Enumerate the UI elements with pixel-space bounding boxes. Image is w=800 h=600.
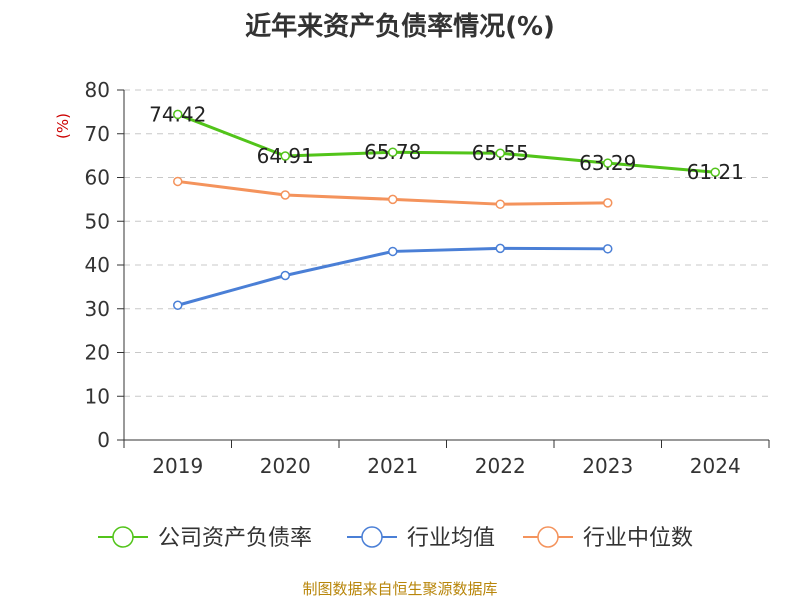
legend-item: 公司资产负债率: [98, 526, 312, 551]
data-point: [710, 167, 720, 177]
x-tick-label: 2023: [582, 454, 633, 478]
legend-item: 行业均值: [347, 526, 495, 551]
x-tick-label: 2021: [367, 454, 418, 478]
y-tick-label: 0: [97, 428, 110, 452]
data-point: [280, 270, 290, 281]
legend-label: 行业均值: [407, 526, 495, 551]
data-point: [603, 158, 613, 168]
legend: 公司资产负债率 行业均值 行业中位数: [98, 526, 693, 551]
legend-marker: [537, 526, 559, 548]
data-label: 65.78: [364, 140, 421, 164]
data-label: 63.29: [579, 151, 636, 175]
chart-title: 近年来资产负债率情况(%): [245, 12, 555, 42]
data-point: [173, 176, 183, 187]
x-tick-label: 2020: [260, 454, 311, 478]
legend-item: 行业中位数: [523, 526, 693, 551]
data-point: [388, 194, 398, 205]
x-tick-label: 2024: [690, 454, 741, 478]
y-tick-label: 50: [85, 209, 110, 233]
data-point: [495, 148, 505, 158]
series-line: [177, 113, 716, 174]
y-tick-label: 60: [85, 166, 110, 190]
data-point: [280, 190, 290, 200]
data-label: 74.42: [149, 102, 206, 126]
data-point: [495, 199, 505, 209]
series-lines: [173, 109, 720, 310]
x-tick-label: 2022: [475, 454, 526, 478]
data-label: 64.91: [257, 144, 314, 168]
grid-lines: [124, 89, 769, 397]
x-tick-label: 2019: [152, 454, 203, 478]
source-note: 制图数据来自恒生聚源数据库: [302, 580, 498, 598]
y-tick-label: 40: [85, 253, 110, 277]
y-tick-label: 80: [85, 78, 110, 102]
data-point: [280, 151, 290, 161]
data-point: [603, 244, 613, 254]
data-point: [173, 300, 183, 310]
y-tick-label: 70: [85, 122, 110, 146]
data-point: [388, 246, 398, 257]
data-point: [173, 109, 183, 120]
y-tick-label: 10: [85, 384, 110, 408]
y-axis-label: (%): [54, 113, 72, 139]
y-tick-label: 20: [85, 341, 110, 365]
data-labels: 74.42 64.91 65.78 65.55 63.29 61.21: [149, 102, 744, 184]
data-point: [495, 243, 505, 254]
data-label: 61.21: [687, 160, 744, 184]
legend-marker: [112, 526, 134, 548]
data-point: [388, 147, 398, 157]
data-label: 65.55: [472, 141, 529, 165]
data-point: [603, 198, 613, 208]
legend-marker: [361, 526, 383, 548]
axes: 0 10 20 30 40 50 60 70 80 (%) 2019 2020 2021 2022 2023…: [54, 78, 770, 478]
legend-label: 公司资产负债率: [158, 526, 312, 551]
y-tick-label: 30: [85, 297, 110, 321]
series-line: [177, 246, 608, 307]
legend-label: 行业中位数: [583, 526, 693, 551]
